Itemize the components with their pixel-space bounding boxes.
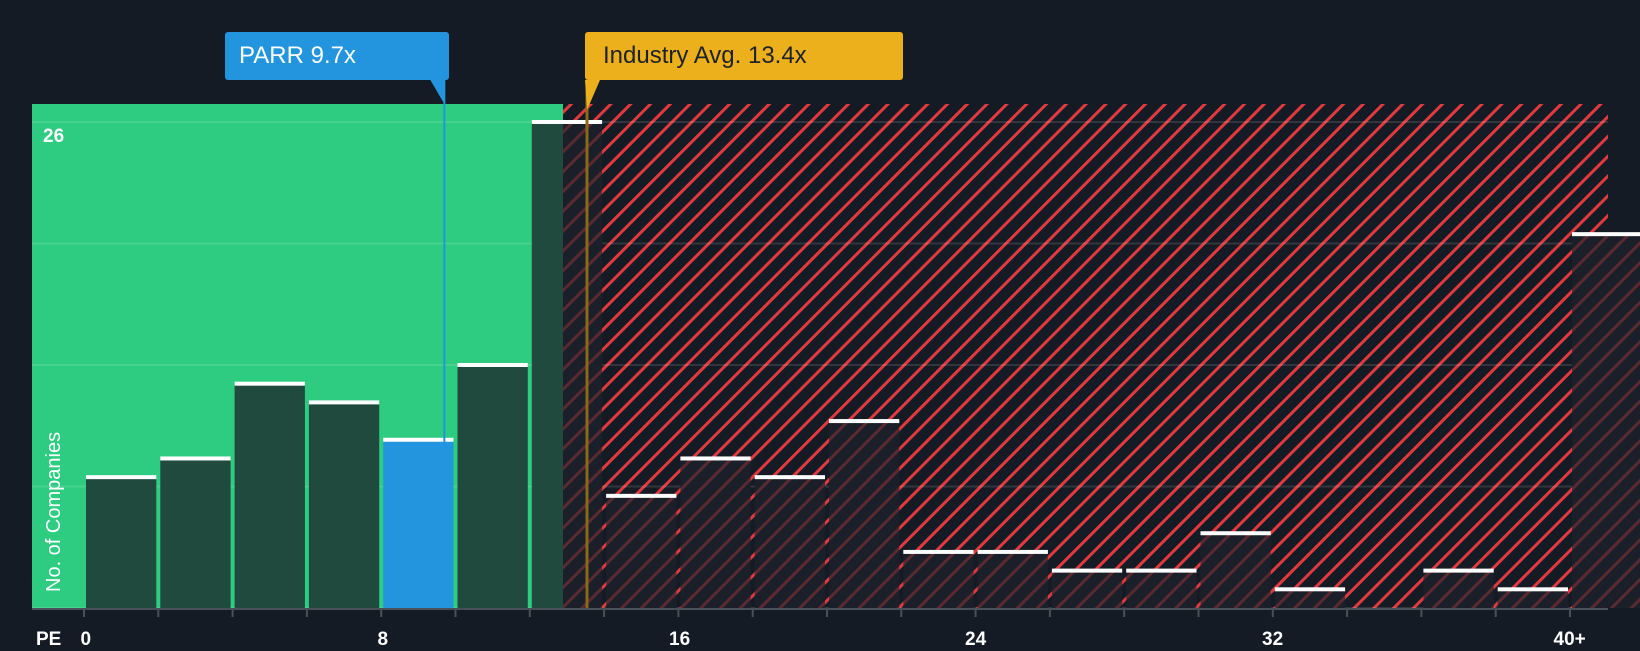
industry-avg-callout: Industry Avg. 13.4x (585, 32, 903, 80)
histogram-bar (383, 440, 453, 608)
x-tick-label: 16 (669, 629, 690, 651)
bar-cap (680, 456, 750, 460)
company-pe-callout: PARR 9.7x (225, 32, 449, 80)
industry-avg-label: Industry Avg. 13.4x (603, 42, 807, 70)
company-callout-pointer (430, 80, 444, 104)
x-tick-label: 0 (81, 629, 92, 651)
bar-cap (1275, 587, 1345, 591)
bar-cap (1498, 587, 1568, 591)
histogram-bar (1126, 571, 1196, 608)
bar-cap (903, 550, 973, 554)
bar-cap (1201, 531, 1271, 535)
y-max-label: 26 (43, 126, 64, 148)
x-axis-title: PE (36, 629, 61, 651)
company-pe-label: PARR 9.7x (239, 42, 356, 70)
histogram-bar (903, 552, 973, 608)
pe-distribution-chart (0, 0, 1640, 650)
histogram-bar (1572, 234, 1640, 608)
bar-cap (606, 494, 676, 498)
bar-cap (160, 456, 230, 460)
bar-cap (1126, 569, 1196, 573)
histogram-bar (755, 477, 825, 608)
bar-cap (755, 475, 825, 479)
histogram-bar (86, 477, 156, 608)
histogram-bar (309, 402, 379, 608)
histogram-bar (1423, 571, 1493, 608)
histogram-bar (563, 122, 602, 608)
bar-cap (532, 120, 602, 124)
histogram-bar (606, 496, 676, 608)
histogram-bar (1201, 533, 1271, 608)
histogram-bar (829, 421, 899, 608)
x-tick-label: 24 (965, 629, 986, 651)
bar-cap (309, 400, 379, 404)
x-tick-label: 8 (378, 629, 389, 651)
histogram-bar (160, 458, 230, 608)
histogram-bar (1275, 589, 1345, 608)
y-axis-title: No. of Companies (43, 432, 66, 592)
bar-cap (1052, 569, 1122, 573)
bar-cap (978, 550, 1048, 554)
bar-cap (1423, 569, 1493, 573)
x-tick-label: 40+ (1554, 629, 1586, 651)
bar-cap (383, 438, 453, 442)
histogram-bar (235, 384, 305, 608)
bar-cap (1572, 232, 1640, 236)
histogram-bar (680, 458, 750, 608)
bar-cap (86, 475, 156, 479)
x-tick-label: 32 (1262, 629, 1283, 651)
bar-cap (235, 382, 305, 386)
histogram-bar (1498, 589, 1568, 608)
bar-cap (458, 363, 528, 367)
histogram-bar (1052, 571, 1122, 608)
bar-cap (829, 419, 899, 423)
histogram-bar (532, 122, 563, 608)
histogram-bar (978, 552, 1048, 608)
histogram-bar (458, 365, 528, 608)
